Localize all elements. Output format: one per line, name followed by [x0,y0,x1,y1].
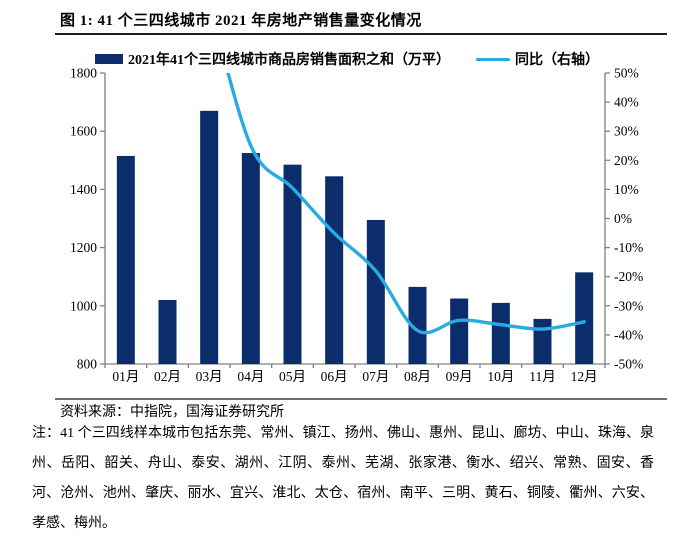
x-tick-label: 09月 [446,369,473,384]
bar-05月 [283,164,302,364]
bar-10月 [491,302,510,364]
bar-09月 [450,298,469,364]
y-right-tick-label: -40% [614,327,643,342]
source-note: 资料来源：中指院，国海证券研究所 [60,405,284,420]
y-right-tick-label: -10% [614,240,643,255]
y-left-tick-label: 1600 [70,124,97,139]
y-right-tick-label: 50% [614,66,639,81]
y-left-tick-label: 1800 [70,66,97,81]
bar-12月 [575,272,594,364]
x-tick-label: 05月 [279,369,306,384]
bar-07月 [366,219,385,364]
y-right-tick-label: 30% [614,124,639,139]
x-tick-label: 04月 [237,369,264,384]
y-right-tick-label: 20% [614,153,639,168]
x-tick-label: 07月 [362,369,389,384]
bar-11月 [533,318,552,364]
yoy-line [226,73,586,335]
y-left-tick-label: 800 [77,357,98,372]
y-right-tick-label: 0% [614,211,632,226]
x-tick-label: 10月 [487,369,514,384]
y-right-tick-label: 40% [614,95,639,110]
y-right-tick-label: -50% [614,357,643,372]
bar-01月 [116,155,135,364]
bar-03月 [200,110,219,364]
x-tick-label: 03月 [196,369,223,384]
figure-title: 图 1: 41 个三四线城市 2021 年房地产销售量变化情况 [60,13,422,29]
legend-item-bar-series: 2021年41个三四线城市商品房销售面积之和（万平） [95,49,450,69]
title-divider [55,33,667,35]
x-tick-label: 02月 [154,369,181,384]
bar-06月 [325,176,344,364]
x-tick-label: 06月 [321,369,348,384]
x-tick-label: 11月 [529,369,556,384]
sample-cities-note: 注：41 个三四线样本城市包括东莞、常州、镇江、扬州、佛山、惠州、昆山、廊坊、中… [32,426,654,531]
bar-02月 [158,299,177,364]
chart-plot: 1800 1600 1400 1200 1000 800 50% 40% 30% 20% 10% 0%… [70,66,643,385]
line-series-swatch-icon [476,57,510,61]
bar-08月 [408,286,427,364]
bar-series-swatch-icon [95,54,123,64]
bar-series-label: 2021年41个三四线城市商品房销售面积之和（万平） [128,53,450,68]
x-tick-label: 01月 [112,369,139,384]
y-right-tick-label: -30% [614,298,643,313]
chart-legend: 2021年41个三四线城市商品房销售面积之和（万平） 同比（右轴） [95,49,599,69]
bar-04月 [241,153,260,364]
y-left-tick-label: 1000 [70,298,97,313]
y-right-tick-label: 10% [614,182,639,197]
y-left-tick-label: 1400 [70,182,97,197]
x-tick-label: 08月 [404,369,431,384]
x-tick-label: 12月 [571,369,598,384]
legend-item-line-series: 同比（右轴） [476,49,599,69]
chart-footer-divider [55,398,667,400]
y-left-tick-label: 1200 [70,240,97,255]
y-right-tick-label: -20% [614,269,643,284]
line-series-label: 同比（右轴） [515,53,599,68]
